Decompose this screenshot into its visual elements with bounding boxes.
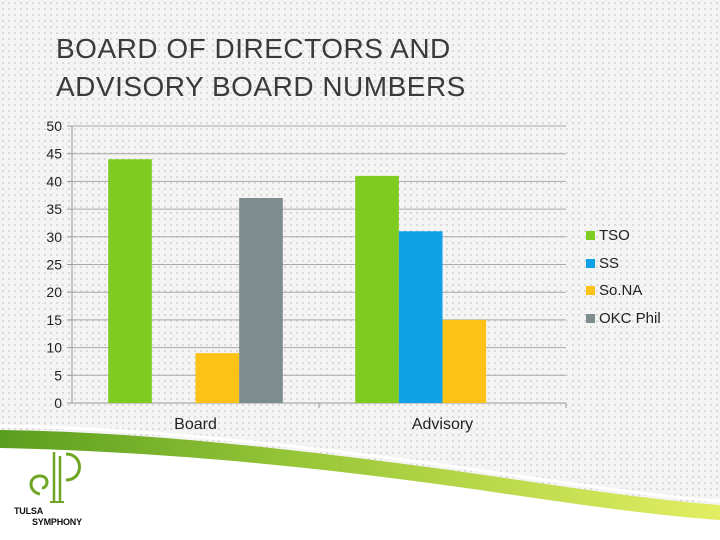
grass-wave-light bbox=[0, 448, 720, 540]
bar-tso-advisory bbox=[355, 175, 399, 403]
legend-label: TSO bbox=[599, 227, 630, 245]
y-tick-label: 35 bbox=[46, 201, 62, 217]
legend-swatch bbox=[586, 258, 595, 268]
legend-swatch bbox=[586, 313, 595, 323]
logo-text-symphony: SYMPHONY bbox=[32, 517, 82, 527]
slide-title-line-2: ADVISORY BOARD NUMBERS bbox=[56, 71, 466, 102]
y-tick-label: 30 bbox=[46, 229, 62, 245]
bar-ss-advisory bbox=[398, 231, 443, 403]
legend-item: So.NA bbox=[586, 277, 661, 305]
y-tick-label: 40 bbox=[46, 173, 62, 189]
y-tick-label: 10 bbox=[46, 340, 62, 356]
legend-label: So.NA bbox=[599, 282, 643, 300]
y-tick-label: 45 bbox=[46, 146, 62, 162]
legend-item: SS bbox=[586, 250, 661, 278]
y-tick-label: 15 bbox=[46, 312, 62, 328]
y-tick-label: 0 bbox=[54, 395, 62, 411]
y-tick-label: 25 bbox=[46, 257, 62, 273]
x-category-label: Advisory bbox=[412, 416, 473, 433]
bar-tso-board bbox=[108, 159, 152, 403]
legend-swatch bbox=[586, 286, 595, 296]
legend-item: OKC Phil bbox=[586, 305, 661, 333]
legend-label: OKC Phil bbox=[599, 309, 661, 327]
tulsa-symphony-logo: TULSA SYMPHONY bbox=[14, 446, 98, 530]
bar-so-na-board bbox=[195, 353, 240, 403]
legend-swatch bbox=[586, 231, 595, 241]
bar-okc-phil-board bbox=[239, 198, 283, 403]
legend-item: TSO bbox=[586, 222, 661, 250]
slide-title: BOARD OF DIRECTORS AND ADVISORY BOARD NU… bbox=[56, 30, 616, 106]
legend-label: SS bbox=[599, 254, 620, 272]
tuning-fork-icon bbox=[29, 452, 81, 503]
logo-text-tulsa: TULSA bbox=[14, 506, 43, 516]
y-tick-label: 5 bbox=[54, 367, 62, 383]
slide-title-line-1: BOARD OF DIRECTORS AND bbox=[56, 33, 451, 64]
x-category-label: Board bbox=[174, 416, 217, 433]
y-tick-label: 20 bbox=[46, 284, 62, 300]
chart-legend: TSO SS So.NA OKC Phil bbox=[586, 222, 661, 332]
bar-so-na-advisory bbox=[442, 319, 487, 403]
y-tick-label: 50 bbox=[46, 118, 62, 134]
grass-underline bbox=[0, 424, 720, 503]
